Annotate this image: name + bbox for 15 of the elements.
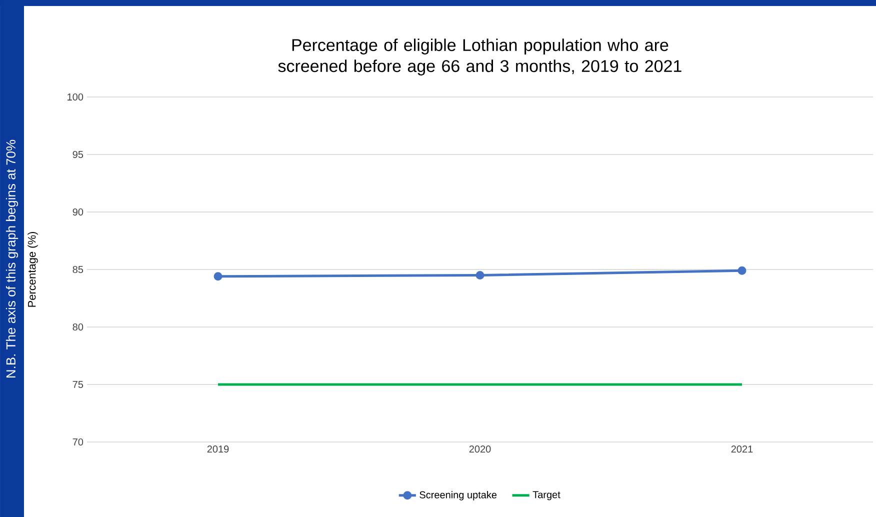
- legend-label: Target: [532, 491, 560, 500]
- y-tick-label: 85: [72, 266, 84, 274]
- y-tick-label: 100: [68, 93, 84, 101]
- x-tick-label: 2020: [469, 446, 491, 453]
- chart-title: Percentage of eligible Lothian population who are screened before age 66 and 3 months, 2019 to 2021: [278, 38, 682, 76]
- legend-label: Screening uptake: [420, 491, 497, 500]
- x-tick-label: 2021: [731, 446, 753, 453]
- x-tick-label: 2019: [207, 446, 229, 453]
- y-tick-label: 70: [72, 438, 84, 446]
- y-tick-label: 95: [72, 150, 84, 158]
- text: N.B. The axis of this graph begins at 70%: [6, 140, 18, 378]
- y-axis-title: Percentage (%): [28, 232, 38, 307]
- y-tick-label: 90: [72, 208, 84, 216]
- y-tick-label: 75: [72, 380, 84, 388]
- y-tick-label: 80: [72, 323, 84, 331]
